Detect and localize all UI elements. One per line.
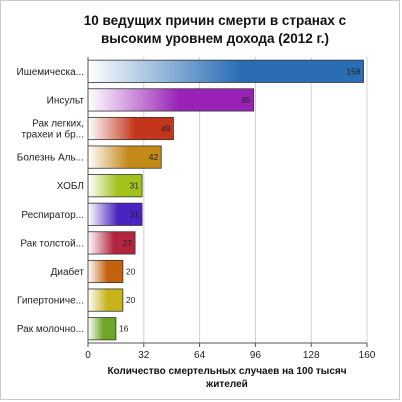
category-labels: Ишемическа... Инсульт Рак легких,трахеи и … xyxy=(17,67,85,335)
value-labels: 158 95 49 42 31 31 27 20 20 16 xyxy=(119,66,361,333)
value-label: 16 xyxy=(119,324,129,334)
chart-title-line-1: 10 ведущих причин смерти в странах с xyxy=(84,13,347,28)
x-tick-label: 32 xyxy=(138,350,150,361)
category-label: Инсульт xyxy=(47,95,85,106)
bar xyxy=(87,59,364,83)
category-label: Ишемическа... xyxy=(17,67,85,78)
value-label: 20 xyxy=(126,295,136,305)
category-label: Респиратор... xyxy=(21,210,84,221)
value-label: 42 xyxy=(149,152,159,162)
value-label: 31 xyxy=(130,209,140,219)
category-label: Диабет xyxy=(51,266,85,278)
category-label: Рак легких, xyxy=(32,119,84,130)
bar xyxy=(87,259,124,284)
x-axis-title-line-2: жителей xyxy=(205,379,248,390)
bar xyxy=(87,88,255,112)
x-axis-ticks: 0 32 64 96 128 160 xyxy=(85,343,376,361)
value-label: 20 xyxy=(126,267,136,277)
bar xyxy=(87,288,124,312)
value-label: 95 xyxy=(241,95,251,105)
value-label: 49 xyxy=(161,124,171,134)
bar xyxy=(87,317,117,341)
x-tick-label: 0 xyxy=(85,350,91,361)
chart-title-line-2: высоким уровнем дохода (2012 г.) xyxy=(101,31,329,46)
value-label: 31 xyxy=(130,181,140,191)
category-label: трахеи и бр... xyxy=(21,129,84,141)
x-tick-label: 64 xyxy=(194,350,206,361)
x-axis-title-line-1: Количество смертельных случаев на 100 ты… xyxy=(107,366,346,377)
value-label: 27 xyxy=(123,238,133,248)
category-label: Рак молочно... xyxy=(17,324,84,335)
category-label: Болезнь Аль... xyxy=(17,153,84,164)
category-label: Гипертониче... xyxy=(17,296,84,307)
x-tick-label: 128 xyxy=(303,350,320,361)
category-label: ХОБЛ xyxy=(57,181,84,192)
x-tick-label: 160 xyxy=(359,350,376,361)
category-label: Рак толстой... xyxy=(20,238,84,249)
x-tick-label: 96 xyxy=(250,350,262,361)
value-label: 158 xyxy=(346,66,360,76)
